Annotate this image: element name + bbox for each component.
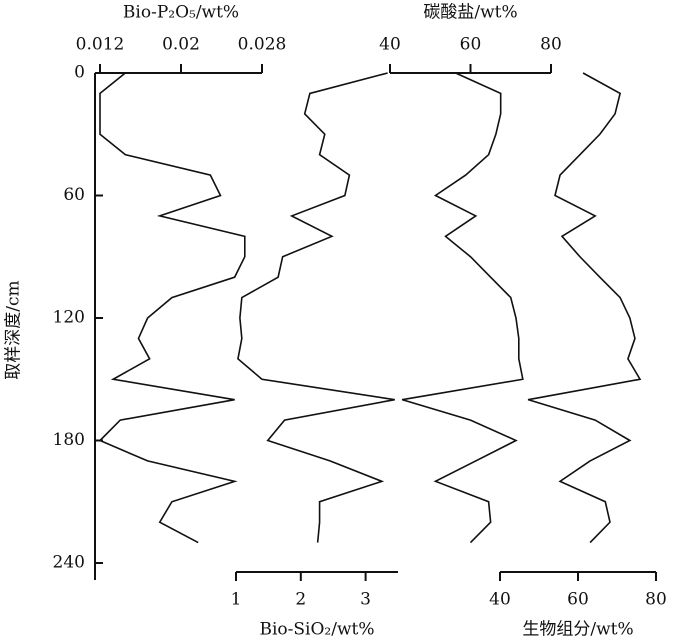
x-tick-label: 40 [379, 35, 401, 55]
y-tick-label: 120 [53, 308, 85, 328]
x-tick-label: 0.02 [162, 35, 200, 55]
x-tick-label: 2 [295, 590, 306, 610]
x-tick-label: 0.012 [76, 35, 125, 55]
x-axis-label: Bio-SiO₂/wt% [259, 620, 374, 640]
x-tick-label: 1 [231, 590, 242, 610]
y-tick-label: 60 [63, 185, 85, 205]
x-tick-label: 60 [460, 35, 482, 55]
x-tick-label: 0.028 [238, 35, 287, 55]
x-tick-label: 60 [567, 590, 589, 610]
profile-line [401, 72, 524, 544]
x-tick-label: 80 [645, 590, 667, 610]
y-tick-label: 240 [53, 553, 85, 573]
x-tick-label: 80 [540, 35, 562, 55]
x-tick-label: 40 [489, 590, 511, 610]
x-axis-label: 碳酸盐/wt% [423, 3, 517, 23]
x-axis-label: 生物组分/wt% [522, 620, 633, 640]
profile-line [237, 72, 395, 543]
y-tick-label: 180 [53, 430, 85, 450]
y-tick-label: 0 [74, 63, 85, 83]
x-tick-label: 3 [360, 590, 371, 610]
x-axis-label: Bio-P₂O₅/wt% [123, 3, 239, 23]
profile-line [98, 72, 246, 544]
profile-line [527, 72, 642, 544]
y-axis-label: 取样深度/cm [4, 280, 24, 379]
